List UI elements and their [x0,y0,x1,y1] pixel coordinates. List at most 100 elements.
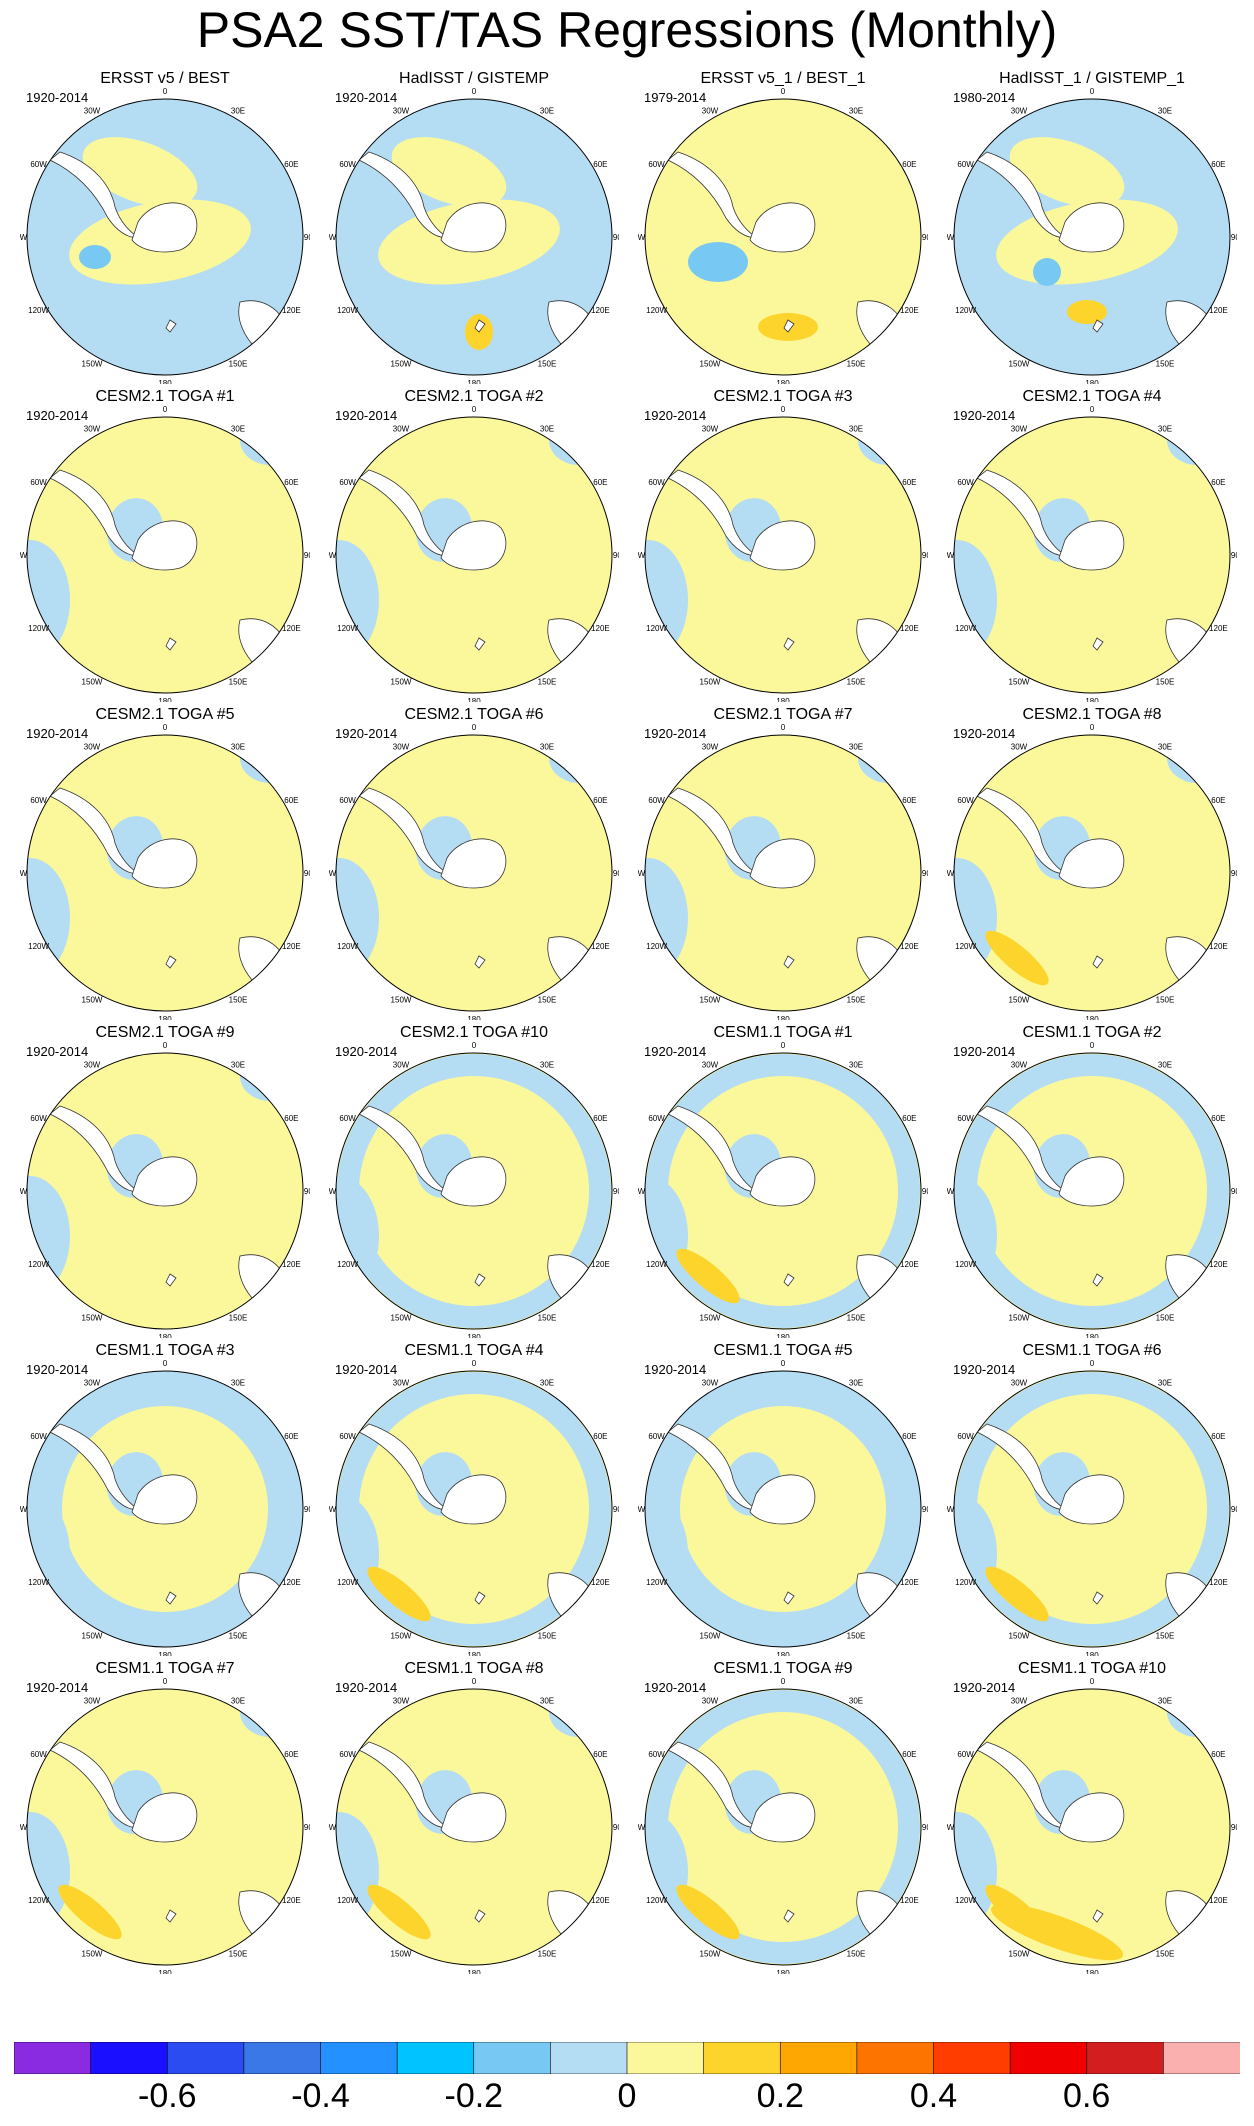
polar-map: 0 30E 60E 90E 120E 150E 180 150W 120W 90W 60W 30W [638,88,928,384]
regression-field [27,735,303,1011]
longitude-label: 120E [900,306,919,315]
longitude-label: 0 [1090,1042,1095,1050]
longitude-label: 90W [638,1187,646,1196]
longitude-label: 60E [902,1750,916,1759]
longitude-label: 120E [282,1578,301,1587]
longitude-label: 90W [947,1505,955,1514]
longitude-label: 30W [702,1061,719,1070]
regression-field [27,1053,303,1329]
panel-period: 1920-2014 [953,1362,1016,1377]
longitude-label: 120E [591,624,610,633]
panel-period: 1920-2014 [26,90,89,105]
longitude-label: 60W [339,1750,356,1759]
longitude-label: 120W [337,306,358,315]
map-panel: CESM1.1 TOGA #9 1920-2014 0 30E 60E 90E 120E 15… [628,1660,938,1978]
longitude-label: 90W [638,1505,646,1514]
longitude-label: 90W [638,869,646,878]
longitude-label: 60E [593,160,607,169]
longitude-label: 90W [20,1505,28,1514]
longitude-label: 90E [304,869,310,878]
polar-map: 0 30E 60E 90E 120E 150E 180 150W 120W 90W 60W 30W [329,1360,619,1656]
map-panel: CESM2.1 TOGA #3 1920-2014 0 30E 60E 90E 120E 15… [628,388,938,706]
map-boundary [335,1370,613,1648]
panel-title: CESM1.1 TOGA #3 [95,1342,235,1359]
longitude-label: 60W [339,1432,356,1441]
longitude-label: 30W [393,1379,410,1388]
map-panel: CESM2.1 TOGA #1 1920-2014 0 30E 60E 90E 120E 15… [10,388,320,706]
longitude-label: 60W [648,478,665,487]
colorbar-swatch [550,2042,628,2074]
longitude-label: 90E [613,551,619,560]
map-boundary [335,1688,613,1966]
longitude-label: 60W [957,1750,974,1759]
map-boundary [953,734,1231,1012]
map-boundary [644,734,922,1012]
longitude-label: 60E [1211,478,1225,487]
panel-title: CESM2.1 TOGA #9 [95,1024,235,1041]
polar-map: 0 30E 60E 90E 120E 150E 180 150W 120W 90W 60W 30W [638,1042,928,1338]
panel-title: CESM1.1 TOGA #7 [95,1660,235,1677]
longitude-label: 120W [337,624,358,633]
map-boundary [26,416,304,694]
longitude-label: 180 [776,1333,790,1338]
longitude-label: 0 [472,1360,477,1368]
regression-field [27,417,303,693]
longitude-label: 60E [593,1750,607,1759]
panel-period: 1920-2014 [953,408,1016,423]
map-panel: CESM2.1 TOGA #2 1920-2014 0 30E 60E 90E 120E 15… [319,388,629,706]
longitude-label: 60W [30,1750,47,1759]
longitude-label: 150E [229,677,248,686]
longitude-label: 60W [648,1114,665,1123]
longitude-label: 90E [613,1187,619,1196]
longitude-label: 120E [282,942,301,951]
longitude-label: 150E [229,359,248,368]
longitude-label: 60W [648,796,665,805]
polar-map: 0 30E 60E 90E 120E 150E 180 150W 120W 90W 60W 30W [329,406,619,702]
longitude-label: 180 [776,697,790,702]
map-panel: CESM2.1 TOGA #4 1920-2014 0 30E 60E 90E 120E 15… [937,388,1247,706]
panel-title: CESM2.1 TOGA #5 [95,706,235,723]
longitude-label: 60W [339,478,356,487]
longitude-label: 180 [467,1969,481,1974]
panel-title: HadISST_1 / GISTEMP_1 [999,70,1185,87]
longitude-label: 90E [613,233,619,242]
polar-map: 0 30E 60E 90E 120E 150E 180 150W 120W 90W 60W 30W [329,88,619,384]
longitude-label: 120E [282,1896,301,1905]
longitude-label: 150E [538,359,557,368]
panel-title: CESM2.1 TOGA #7 [713,706,853,723]
longitude-label: 180 [467,697,481,702]
longitude-label: 0 [472,1678,477,1686]
longitude-label: 0 [1090,1360,1095,1368]
longitude-label: 90E [922,869,928,878]
longitude-label: 150W [391,995,412,1004]
regression-field [645,735,921,1011]
longitude-label: 0 [1090,724,1095,732]
longitude-label: 120W [646,1260,667,1269]
longitude-label: 0 [163,1360,168,1368]
panel-period: 1920-2014 [26,1680,89,1695]
longitude-label: 120E [591,306,610,315]
longitude-label: 60E [1211,796,1225,805]
colorbar-tick-label: 0 [617,2077,637,2115]
longitude-label: 90W [947,869,955,878]
longitude-label: 90E [1231,1823,1237,1832]
longitude-label: 180 [1085,379,1099,384]
longitude-label: 0 [163,1678,168,1686]
polar-map: 0 30E 60E 90E 120E 150E 180 150W 120W 90W 60W 30W [638,1678,928,1974]
panel-title: HadISST / GISTEMP [399,70,549,87]
longitude-label: 90E [922,1187,928,1196]
longitude-label: 90E [613,869,619,878]
longitude-label: 180 [1085,1651,1099,1656]
colorbar-tick-label: 0.6 [1063,2077,1111,2115]
longitude-label: 30W [393,107,410,116]
longitude-label: 30W [393,1061,410,1070]
longitude-label: 0 [781,1678,786,1686]
panel-period: 1920-2014 [644,726,707,741]
longitude-label: 150W [700,359,721,368]
map-panel: CESM1.1 TOGA #8 1920-2014 0 30E 60E 90E 120E 15… [319,1660,629,1978]
colorbar-swatch [320,2042,398,2074]
longitude-label: 120W [28,306,49,315]
longitude-label: 30W [702,1697,719,1706]
